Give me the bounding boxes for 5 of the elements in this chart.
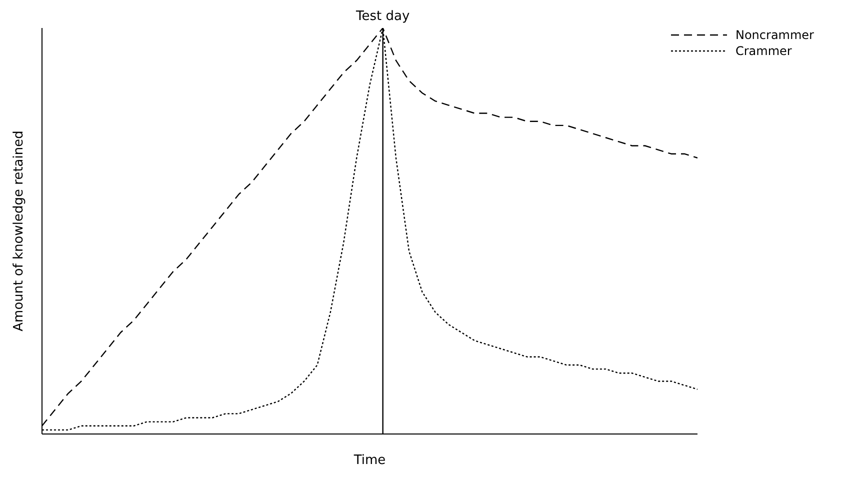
legend-label: Crammer bbox=[735, 44, 792, 58]
legend-label: Noncrammer bbox=[735, 28, 814, 42]
x-axis-title: Time bbox=[352, 453, 386, 468]
annotation: Test day bbox=[355, 9, 410, 24]
y-axis-title: Amount of knowledge retained bbox=[12, 130, 27, 332]
